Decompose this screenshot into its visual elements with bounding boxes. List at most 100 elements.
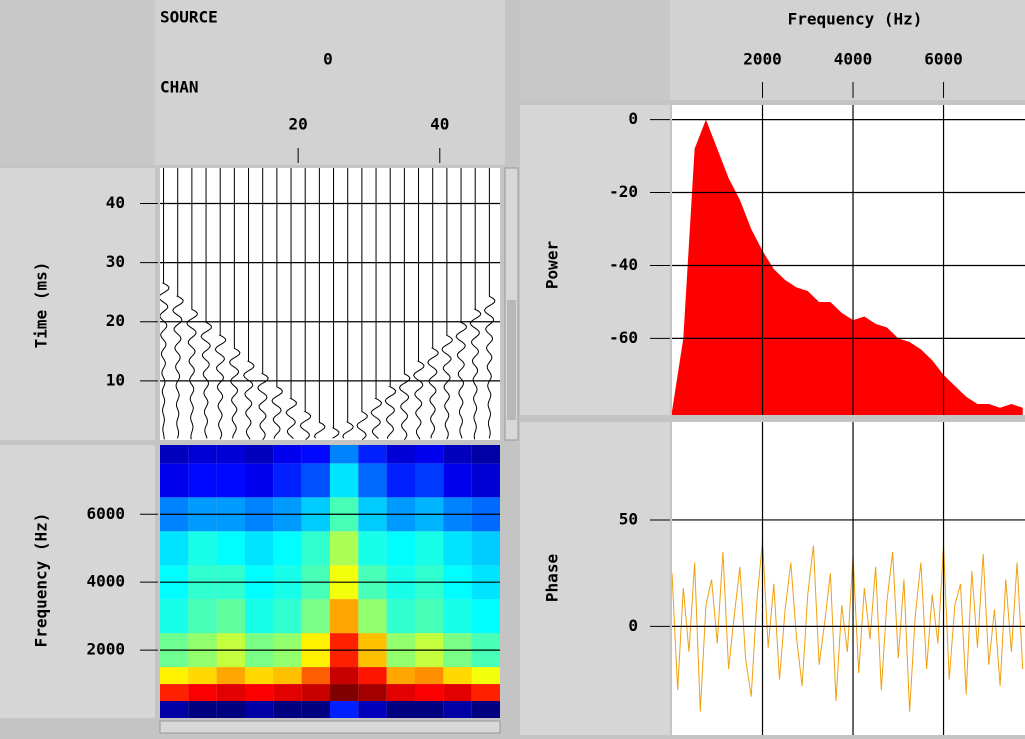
power-area bbox=[672, 119, 1023, 415]
spectrogram-cell bbox=[330, 684, 359, 702]
right-header-corner bbox=[520, 0, 670, 100]
spectrogram-cell bbox=[216, 701, 245, 718]
spectrogram-cell bbox=[386, 599, 415, 634]
plot-layer bbox=[672, 519, 1025, 712]
spectrogram-cell bbox=[188, 684, 217, 702]
trace bbox=[285, 168, 298, 439]
x-tick-label: 20 bbox=[288, 115, 307, 134]
spectrogram-cell bbox=[273, 599, 302, 634]
spectrogram-cell bbox=[160, 684, 189, 702]
spectrogram-cell bbox=[301, 463, 330, 498]
spectrogram-cell bbox=[245, 599, 274, 634]
spectrogram-cell bbox=[245, 701, 274, 718]
spectrogram-cell bbox=[471, 445, 500, 464]
spectrogram-cell bbox=[415, 445, 444, 464]
spectrogram-cell bbox=[188, 667, 217, 685]
trace bbox=[200, 168, 213, 439]
spectrogram-cell bbox=[386, 445, 415, 464]
spectrogram-cell bbox=[471, 599, 500, 634]
y-tick-label: 0 bbox=[628, 616, 638, 635]
spectrogram-cell bbox=[415, 684, 444, 702]
spectrogram-cell bbox=[471, 684, 500, 702]
spectrogram-cell bbox=[216, 667, 245, 685]
x-axis-title: Frequency (Hz) bbox=[788, 10, 923, 29]
y-tick-label: 50 bbox=[619, 509, 638, 528]
spectrogram-cell bbox=[273, 531, 302, 566]
spectrogram-cell bbox=[188, 701, 217, 718]
trace bbox=[483, 168, 496, 439]
spectrogram-cell bbox=[273, 463, 302, 498]
trace bbox=[299, 168, 312, 440]
spectrogram-cell bbox=[386, 531, 415, 566]
spectrogram-cell bbox=[301, 684, 330, 702]
source-label: SOURCE bbox=[160, 8, 218, 27]
y-tick-label: 10 bbox=[106, 370, 125, 389]
time-axis-area bbox=[0, 168, 155, 440]
trace bbox=[214, 168, 227, 440]
trace bbox=[455, 168, 468, 439]
spectrogram-cell bbox=[216, 684, 245, 702]
y-tick-label: 6000 bbox=[86, 504, 125, 523]
y-tick-label: -40 bbox=[609, 255, 638, 274]
trace bbox=[427, 168, 439, 439]
x-tick-label: 40 bbox=[430, 115, 449, 134]
spectrogram-cell bbox=[160, 531, 189, 566]
spectrogram-cell bbox=[301, 701, 330, 718]
spectrogram-cell bbox=[443, 667, 472, 685]
chan-label: CHAN bbox=[160, 78, 199, 97]
phase-axis-area bbox=[520, 422, 670, 735]
spectrogram-cell bbox=[188, 445, 217, 464]
trace bbox=[160, 168, 170, 440]
spectrogram-cell bbox=[443, 599, 472, 634]
y-tick-label: -20 bbox=[609, 182, 638, 201]
spectrogram-cell bbox=[443, 445, 472, 464]
trace bbox=[243, 168, 255, 440]
spectrogram-cell bbox=[216, 445, 245, 464]
spectrogram-cell bbox=[160, 701, 189, 718]
spectrogram-cell bbox=[273, 701, 302, 718]
seismogram-plot bbox=[160, 168, 500, 440]
spectrogram-cell bbox=[330, 531, 359, 566]
trace bbox=[186, 168, 198, 440]
spectrogram-cell bbox=[386, 701, 415, 718]
spectrogram-cell bbox=[443, 463, 472, 498]
spectrogram-cell bbox=[471, 701, 500, 718]
spectrogram-cell bbox=[471, 667, 500, 685]
spectrogram-cell bbox=[415, 599, 444, 634]
spectrogram-cell bbox=[330, 667, 359, 685]
y-axis-title: Power bbox=[543, 241, 562, 289]
spectrogram-cell bbox=[188, 599, 217, 634]
y-tick-label: -60 bbox=[609, 328, 638, 347]
spectrogram-cell bbox=[160, 599, 189, 634]
header-corner bbox=[0, 0, 155, 165]
spectrogram-cell bbox=[160, 667, 189, 685]
spectrogram-cell bbox=[245, 531, 274, 566]
spectrogram-cell bbox=[386, 684, 415, 702]
trace bbox=[342, 168, 354, 439]
spectrogram-cell bbox=[358, 445, 387, 464]
spectrogram-cell bbox=[358, 599, 387, 634]
scroll-thumb[interactable] bbox=[507, 300, 516, 420]
trace bbox=[313, 168, 326, 439]
phase-plot bbox=[672, 422, 1025, 735]
spectrogram-cell bbox=[273, 445, 302, 464]
spectrogram-cell bbox=[245, 667, 274, 685]
spectrogram-cell bbox=[386, 667, 415, 685]
horizontal-scrollbar[interactable] bbox=[159, 720, 501, 734]
source-value: 0 bbox=[323, 50, 333, 69]
spectrogram-cell bbox=[273, 684, 302, 702]
spectrogram-cell bbox=[358, 701, 387, 718]
spectrogram-cell bbox=[301, 445, 330, 464]
y-tick-label: 40 bbox=[106, 193, 125, 212]
spectrogram-cell bbox=[188, 531, 217, 566]
spectrogram-cell bbox=[330, 701, 359, 718]
trace bbox=[271, 168, 283, 439]
right-header bbox=[670, 0, 1025, 100]
trace bbox=[413, 168, 425, 440]
spectrogram-cell bbox=[245, 463, 274, 498]
spectrogram-cell bbox=[245, 684, 274, 702]
spectrogram-cell bbox=[443, 531, 472, 566]
x-tick-label: 2000 bbox=[743, 50, 782, 69]
spectrogram-cell bbox=[415, 463, 444, 498]
